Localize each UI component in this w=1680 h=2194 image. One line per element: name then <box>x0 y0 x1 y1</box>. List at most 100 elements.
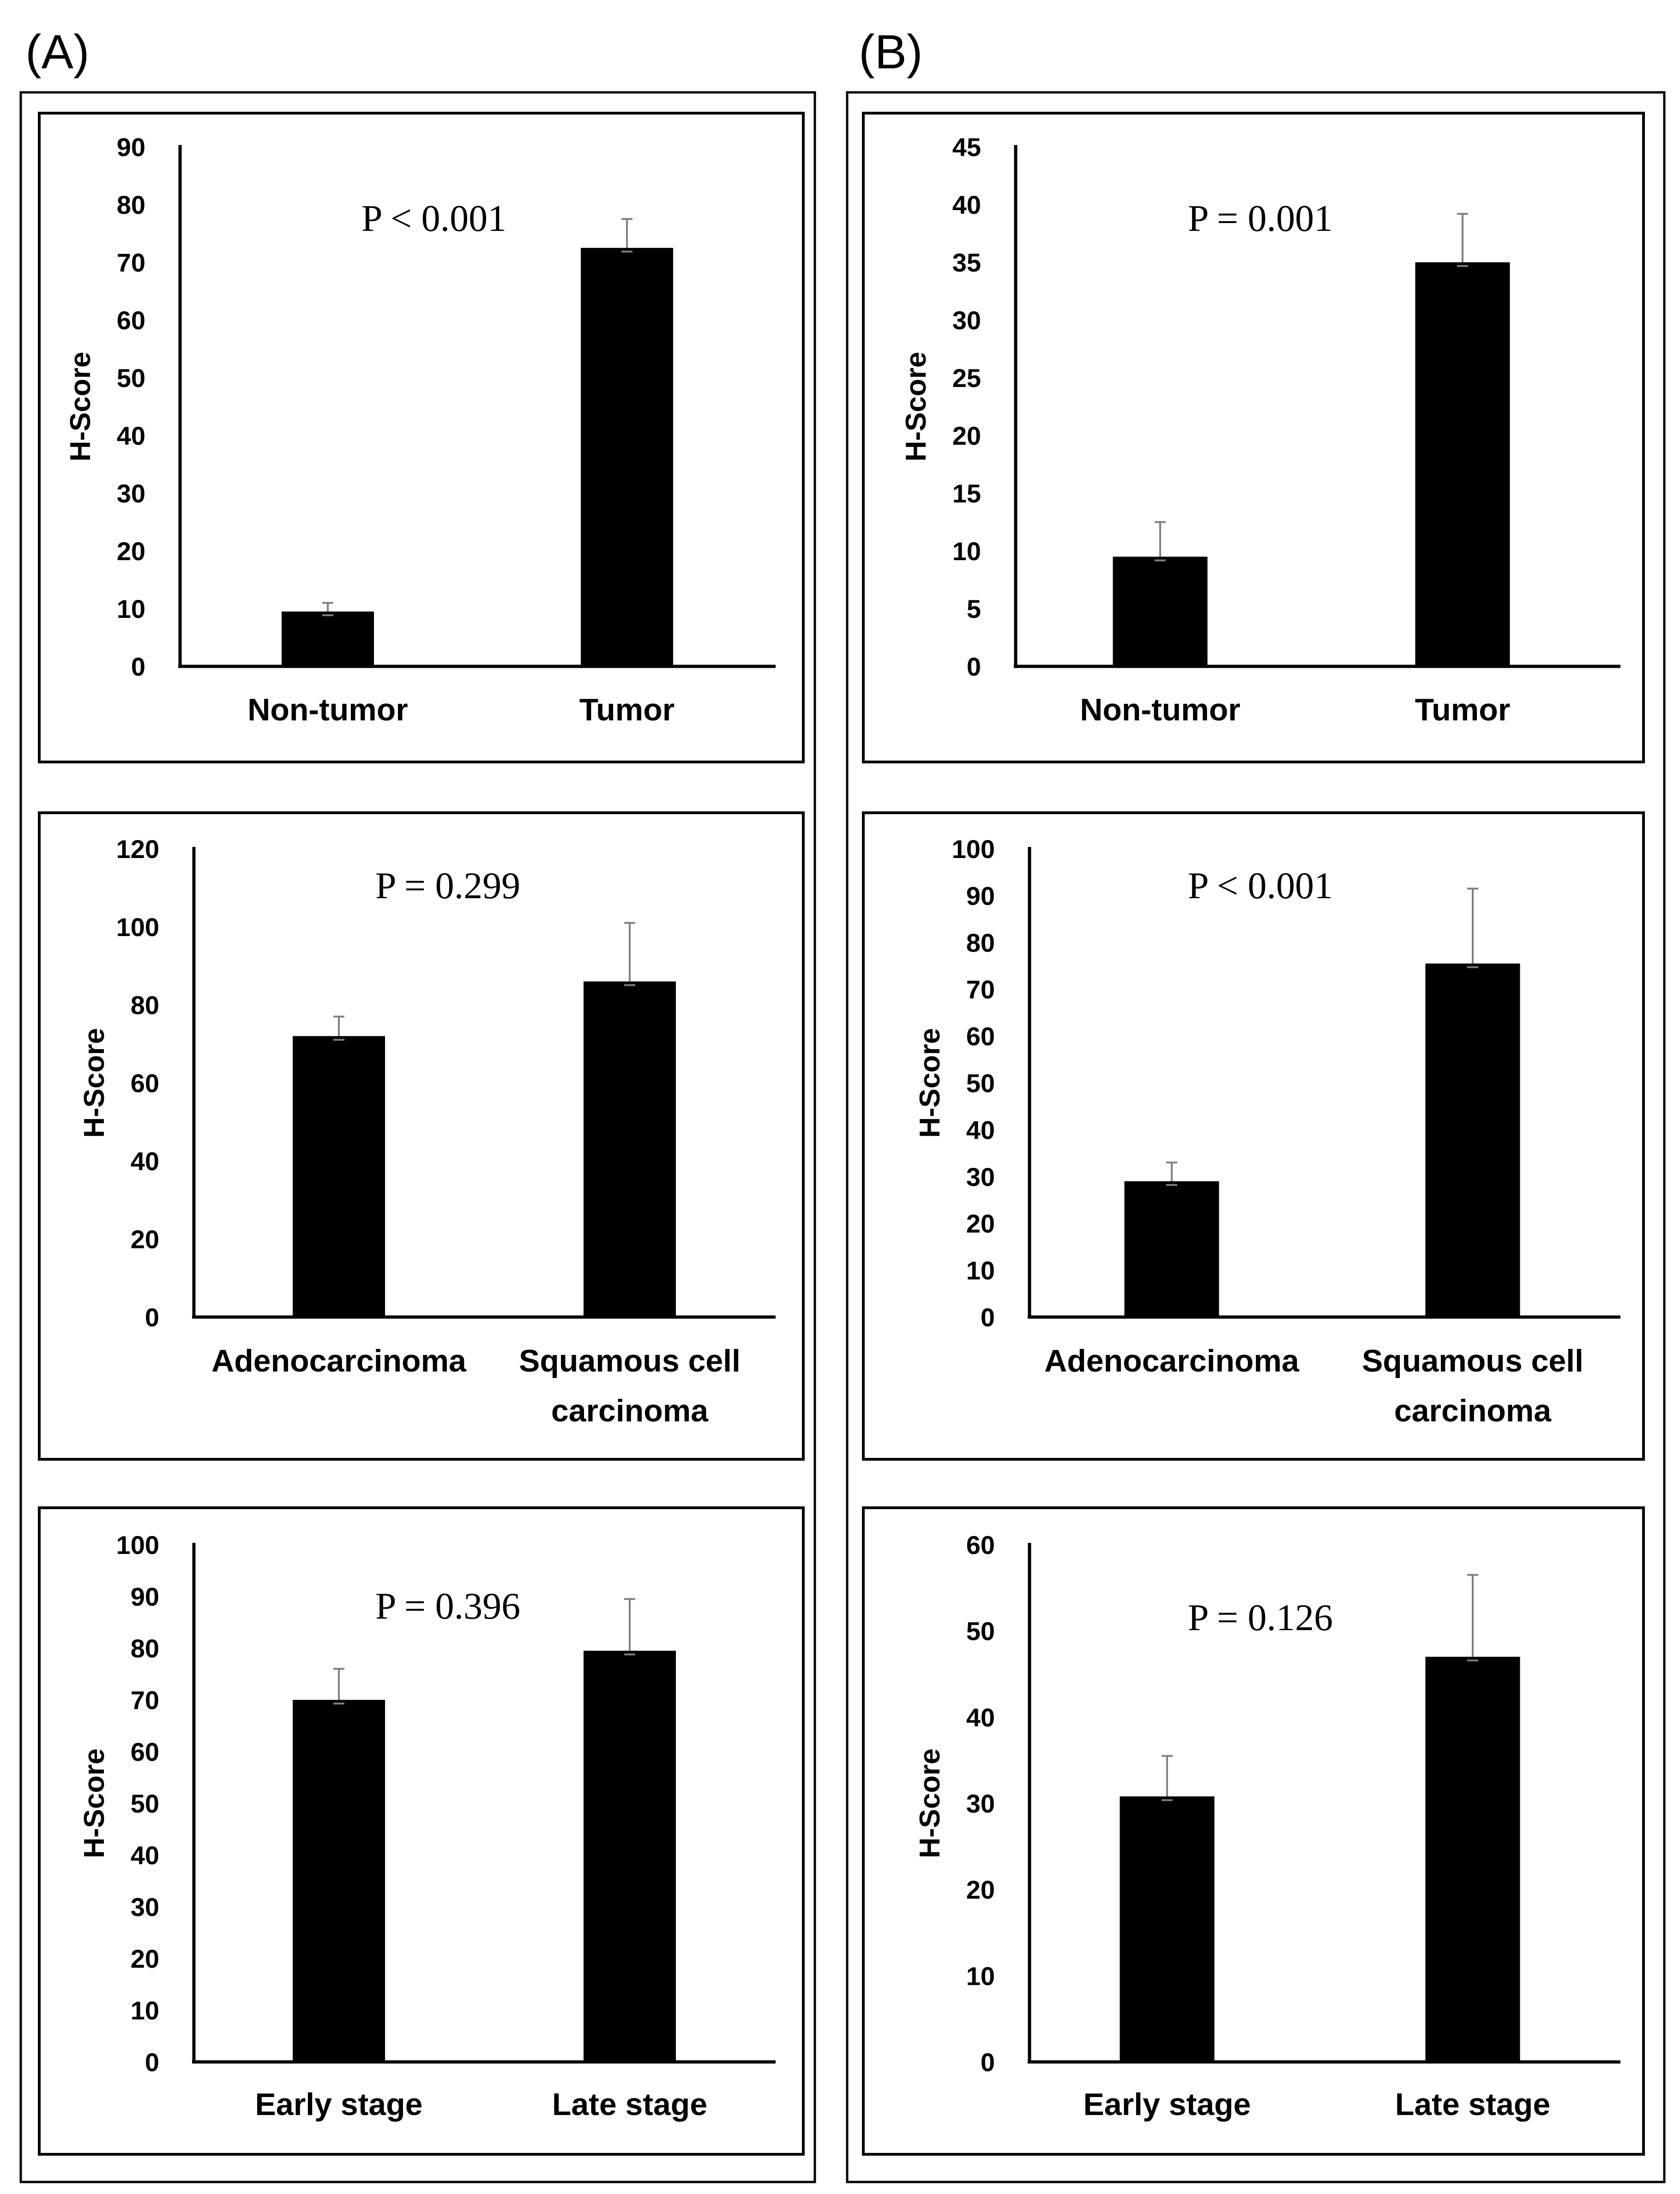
bar <box>293 1700 385 2062</box>
chart-a-1: 0 20 40 60 80 100 120 H-Score Adenocarcinoma Squa… <box>38 811 805 1461</box>
p-value-annotation: P < 0.001 <box>361 197 506 239</box>
x-category-label: Late stage <box>552 2087 707 2122</box>
y-tick-label: 20 <box>131 1944 159 1973</box>
y-tick-label: 50 <box>966 1617 995 1646</box>
y-tick-label: 30 <box>966 1162 995 1191</box>
bar <box>584 1650 676 2062</box>
bar <box>1120 1796 1215 2062</box>
y-tick-label: 50 <box>966 1069 995 1098</box>
y-tick-label: 30 <box>952 306 981 335</box>
y-tick-label: 10 <box>952 537 981 566</box>
y-tick-label: 0 <box>131 652 145 681</box>
y-tick-label: 10 <box>966 1961 995 1990</box>
y-tick-label: 10 <box>966 1256 995 1285</box>
chart-b-2: 0 10 20 30 40 50 60 H-Score Early stage Late stag… <box>862 1506 1645 2156</box>
y-tick-label: 50 <box>131 1789 159 1818</box>
y-tick-label: 80 <box>131 1634 159 1663</box>
x-category-label: Tumor <box>1415 692 1511 727</box>
y-tick-label: 80 <box>117 190 145 219</box>
p-value-annotation: P < 0.001 <box>1188 864 1333 907</box>
y-tick-label: 60 <box>966 1530 995 1559</box>
y-tick-label: 20 <box>117 537 145 566</box>
y-axis-title: H-Score <box>900 352 932 462</box>
y-tick-label: 60 <box>131 1069 159 1098</box>
y-tick-label: 45 <box>952 133 981 162</box>
panel-label-b: (B) <box>859 25 923 79</box>
x-category-label: carcinoma <box>551 1393 709 1428</box>
x-category-label: Late stage <box>1395 2087 1550 2122</box>
y-tick-label: 80 <box>966 928 995 957</box>
y-tick-label: 40 <box>131 1147 159 1176</box>
p-value-annotation: P = 0.001 <box>1188 197 1333 239</box>
y-tick-label: 90 <box>131 1582 159 1611</box>
bar <box>1124 1181 1219 1317</box>
y-tick-label: 70 <box>966 975 995 1004</box>
y-tick-label: 70 <box>131 1686 159 1715</box>
y-tick-label: 60 <box>131 1737 159 1766</box>
y-tick-label: 0 <box>967 652 981 681</box>
y-tick-label: 40 <box>966 1703 995 1732</box>
x-category-label: Adenocarcinoma <box>211 1343 467 1378</box>
y-axis-title: H-Score <box>914 1748 946 1858</box>
y-tick-label: 40 <box>131 1841 159 1870</box>
y-tick-label: 50 <box>117 363 145 393</box>
p-value-annotation: P = 0.126 <box>1188 1596 1333 1638</box>
bar <box>1425 963 1520 1317</box>
y-tick-label: 20 <box>966 1875 995 1904</box>
y-tick-label: 15 <box>952 479 981 508</box>
x-category-label: Tumor <box>579 692 675 727</box>
y-tick-label: 100 <box>116 1530 159 1559</box>
x-category-label: Early stage <box>255 2087 423 2122</box>
y-tick-label: 40 <box>117 421 145 450</box>
x-category-label: Squamous cell <box>1362 1343 1584 1378</box>
bar <box>293 1036 385 1317</box>
y-tick-label: 80 <box>131 991 159 1020</box>
y-tick-label: 0 <box>145 2048 159 2077</box>
bar <box>1415 262 1510 666</box>
y-tick-label: 35 <box>952 248 981 277</box>
x-category-label: Adenocarcinoma <box>1044 1343 1300 1378</box>
chart-frame <box>38 1506 805 2156</box>
y-tick-label: 90 <box>117 133 145 162</box>
y-tick-label: 40 <box>966 1115 995 1144</box>
bar <box>1113 556 1208 666</box>
y-tick-label: 60 <box>117 306 145 335</box>
x-category-label: Non-tumor <box>247 692 408 727</box>
y-axis-title: H-Score <box>78 1028 110 1138</box>
chart-b-1: 0 10 20 30 40 50 60 70 80 90 100 H-Score Adenocarcin… <box>862 811 1645 1461</box>
panel-label-a: (A) <box>25 25 90 79</box>
y-tick-label: 90 <box>966 881 995 910</box>
y-tick-label: 20 <box>966 1209 995 1238</box>
y-tick-label: 0 <box>981 2048 995 2077</box>
y-tick-label: 30 <box>117 479 145 508</box>
p-value-annotation: P = 0.299 <box>375 864 520 907</box>
y-tick-label: 10 <box>117 594 145 623</box>
chart-a-2: 0 10 20 30 40 50 60 70 80 90 100 H-Score Early stage… <box>38 1506 805 2156</box>
bar <box>581 248 673 666</box>
x-category-label: Squamous cell <box>519 1343 741 1378</box>
y-axis-title: H-Score <box>78 1748 110 1858</box>
y-tick-label: 120 <box>116 834 159 864</box>
y-tick-label: 40 <box>952 190 981 219</box>
x-category-label: Non-tumor <box>1080 692 1240 727</box>
y-tick-label: 0 <box>981 1303 995 1332</box>
bar <box>584 981 676 1317</box>
column-b-frame <box>846 91 1666 2183</box>
y-tick-label: 60 <box>966 1022 995 1051</box>
y-axis-title: H-Score <box>65 352 96 462</box>
y-axis-title: H-Score <box>914 1028 946 1138</box>
y-tick-label: 30 <box>966 1789 995 1818</box>
chart-a-0: 0 10 20 30 40 50 60 70 80 90 H-Score Non-tumor Tumor… <box>38 112 805 763</box>
y-tick-label: 30 <box>131 1892 159 1922</box>
bar <box>282 611 374 666</box>
y-tick-label: 10 <box>131 1996 159 2025</box>
x-category-label: Early stage <box>1084 2087 1251 2122</box>
y-tick-label: 70 <box>117 248 145 277</box>
chart-frame <box>862 1506 1645 2156</box>
chart-frame <box>38 112 805 763</box>
y-tick-label: 100 <box>952 834 995 864</box>
y-tick-label: 20 <box>131 1225 159 1254</box>
y-tick-label: 5 <box>967 594 981 623</box>
y-tick-label: 0 <box>145 1303 159 1332</box>
